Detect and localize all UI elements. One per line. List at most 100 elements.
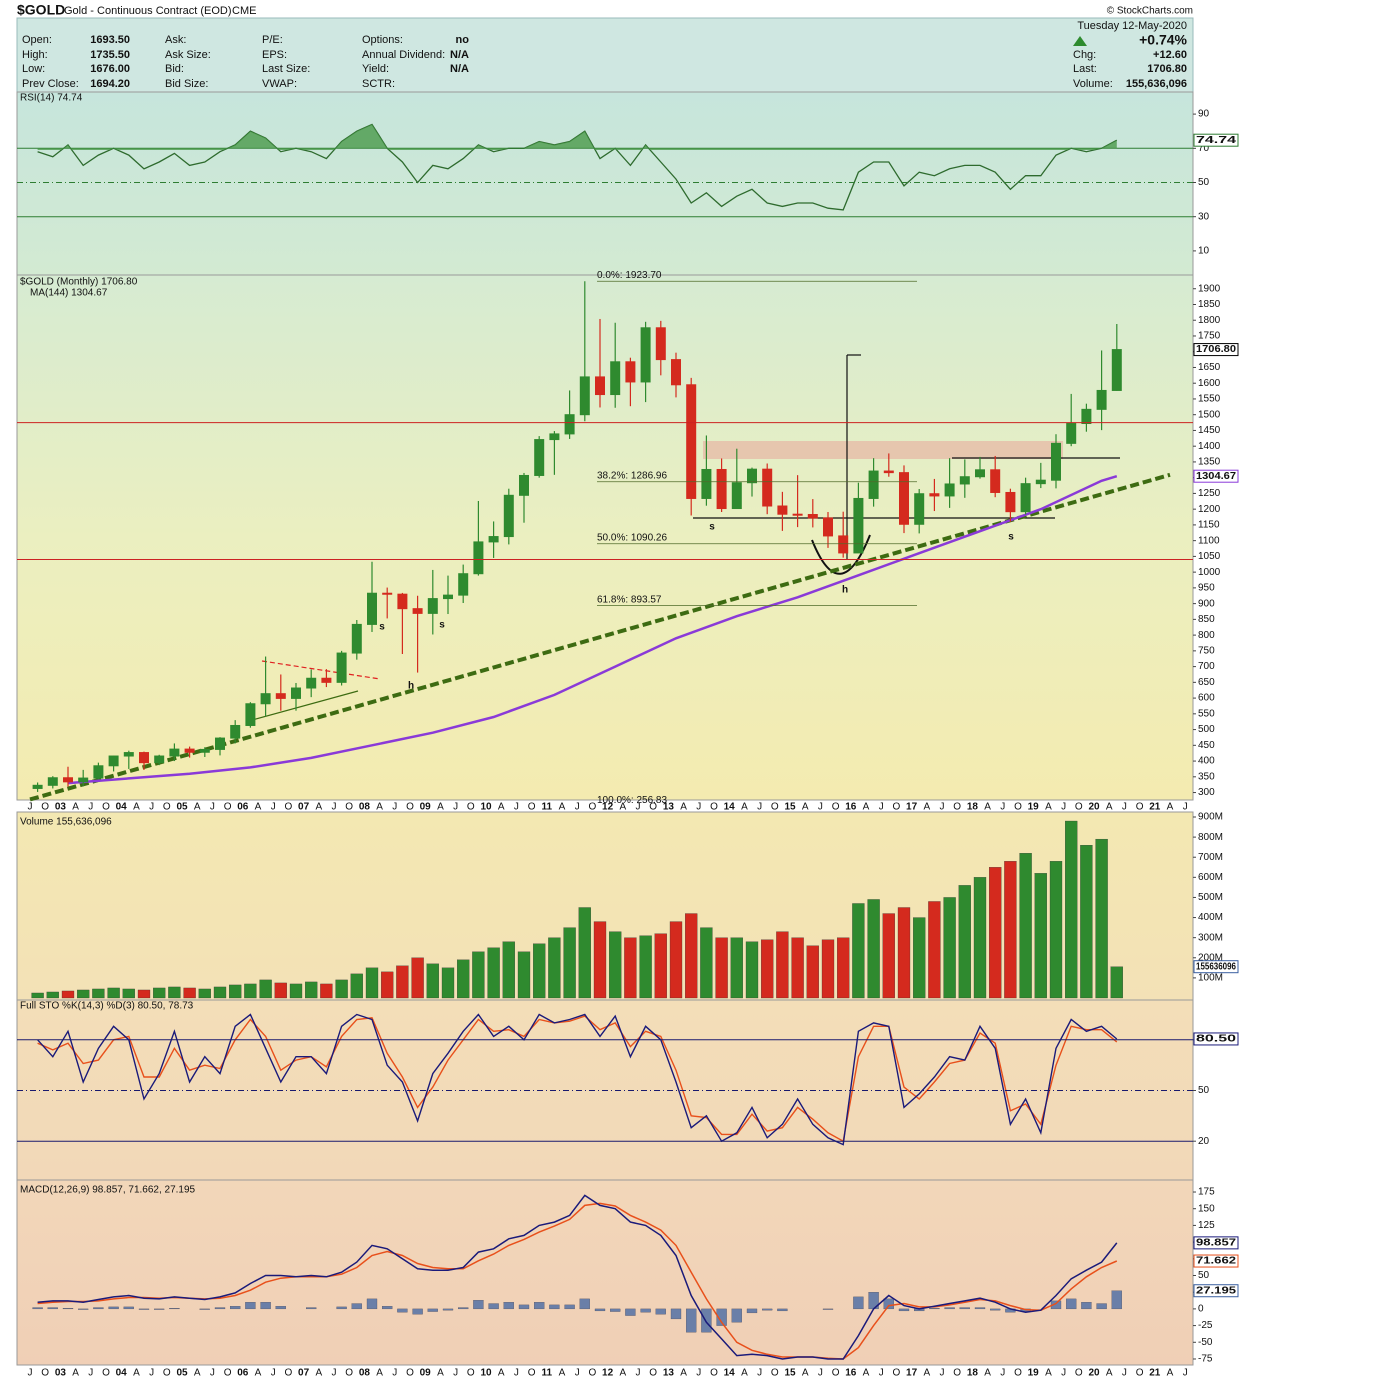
- candle-body: [169, 748, 180, 757]
- x-tick-label: A: [1167, 1368, 1174, 1379]
- macd-histogram: [762, 1308, 773, 1311]
- candle-body: [944, 483, 955, 497]
- candle-body: [139, 752, 149, 764]
- candle-body: [443, 594, 453, 600]
- watermark: © StockCharts.com: [1107, 6, 1193, 17]
- macd-histogram: [731, 1308, 742, 1323]
- x-tick-label: O: [710, 802, 718, 813]
- candle-body: [1005, 491, 1016, 513]
- x-tick-label: O: [41, 1368, 49, 1379]
- volume-bar: [639, 935, 652, 999]
- quote-label: Last:: [1073, 63, 1097, 75]
- field-label: Ask Size:: [165, 49, 211, 61]
- y-tick-label: 1900: [1198, 283, 1221, 294]
- value-tag-label: 27.195: [1196, 1285, 1237, 1296]
- y-tick-label: 800M: [1198, 832, 1223, 843]
- x-tick-label: 07: [298, 1368, 310, 1379]
- value-tag: [1193, 960, 1239, 974]
- y-tick-label: 400M: [1198, 912, 1223, 923]
- x-tick-label: A: [863, 802, 870, 813]
- volume-bar: [229, 984, 242, 999]
- triangle-bottom: [251, 690, 359, 721]
- y-tick-label: 90: [1198, 109, 1210, 120]
- macd-histogram: [336, 1306, 347, 1310]
- value-tag: [1193, 1254, 1239, 1268]
- x-tick-label: A: [133, 1368, 140, 1379]
- y-tick-label: 50: [1198, 1085, 1210, 1096]
- candle-body: [367, 592, 377, 625]
- macd-histogram: [944, 1307, 955, 1310]
- x-tick-label: O: [832, 1368, 840, 1379]
- candle-body: [47, 777, 58, 786]
- macd-histogram: [610, 1308, 621, 1312]
- y-tick-label: 1350: [1198, 457, 1221, 468]
- x-tick-label: O: [710, 1368, 718, 1379]
- x-tick-label: 13: [663, 802, 675, 813]
- x-tick-label: 19: [1028, 802, 1040, 813]
- candle-body: [260, 693, 271, 705]
- x-tick-label: J: [636, 802, 641, 813]
- value-tag: [1193, 1284, 1239, 1298]
- triangle-top: [261, 660, 381, 680]
- field-value: N/A: [450, 63, 469, 75]
- macd-histogram: [898, 1308, 910, 1312]
- y-tick-label: 1650: [1198, 362, 1221, 373]
- candle-body: [519, 474, 529, 496]
- volume-bar: [350, 973, 363, 999]
- volume-bar: [137, 989, 151, 999]
- y-tick-label: -25: [1198, 1320, 1213, 1331]
- x-tick-label: 16: [845, 1368, 857, 1379]
- change-pct: +0.74%: [1139, 32, 1187, 48]
- x-tick-label: 15: [784, 1368, 796, 1379]
- pattern-label: h: [408, 681, 414, 692]
- x-tick-label: O: [953, 802, 961, 813]
- x-tick-label: A: [376, 1368, 383, 1379]
- x-tick-label: 06: [237, 1368, 249, 1379]
- macd-histogram: [640, 1308, 651, 1313]
- pattern-label: s: [439, 620, 445, 631]
- volume-bar: [335, 979, 348, 999]
- volume-bar: [852, 903, 865, 999]
- y-tick-label: 550: [1198, 708, 1215, 719]
- value-tag: [1193, 343, 1239, 357]
- x-tick-label: 15: [784, 802, 796, 813]
- candle-body: [108, 755, 119, 767]
- x-tick-label: A: [741, 802, 748, 813]
- x-tick-label: 05: [176, 802, 188, 813]
- macd-histogram: [62, 1308, 74, 1310]
- candle-body: [640, 327, 651, 383]
- x-tick-label: J: [940, 1368, 945, 1379]
- candle-body: [458, 573, 469, 596]
- x-tick-label: O: [953, 1368, 961, 1379]
- x-tick-label: O: [285, 1368, 293, 1379]
- y-tick-label: 1600: [1198, 378, 1221, 389]
- value-tag: [1193, 469, 1239, 483]
- x-tick-label: J: [879, 802, 884, 813]
- x-tick-label: A: [72, 802, 79, 813]
- volume-bar: [1019, 853, 1032, 999]
- x-tick-label: O: [467, 1368, 475, 1379]
- x-tick-label: A: [923, 802, 930, 813]
- x-tick-label: J: [696, 802, 701, 813]
- y-tick-label: 200M: [1198, 952, 1223, 963]
- x-tick-label: J: [1183, 802, 1188, 813]
- y-tick-label: 400: [1198, 756, 1215, 767]
- candle-body: [807, 514, 818, 519]
- value-tag-label: 1304.67: [1196, 471, 1236, 482]
- volume-bar: [198, 988, 211, 999]
- x-tick-label: J: [818, 802, 823, 813]
- x-tick-label: A: [1167, 802, 1174, 813]
- candle-body: [336, 652, 347, 683]
- field-label: Annual Dividend:: [362, 49, 445, 61]
- field-label: Ask:: [165, 34, 186, 46]
- x-tick-label: A: [498, 1368, 505, 1379]
- rsi-panel: [16, 91, 1194, 276]
- x-tick-label: J: [1122, 802, 1127, 813]
- macd-histogram: [777, 1308, 788, 1312]
- candle-body: [306, 677, 317, 689]
- panel-legend: $GOLD (Monthly) 1706.80: [20, 277, 138, 288]
- candle-body: [397, 593, 408, 610]
- macd-histogram: [93, 1307, 104, 1310]
